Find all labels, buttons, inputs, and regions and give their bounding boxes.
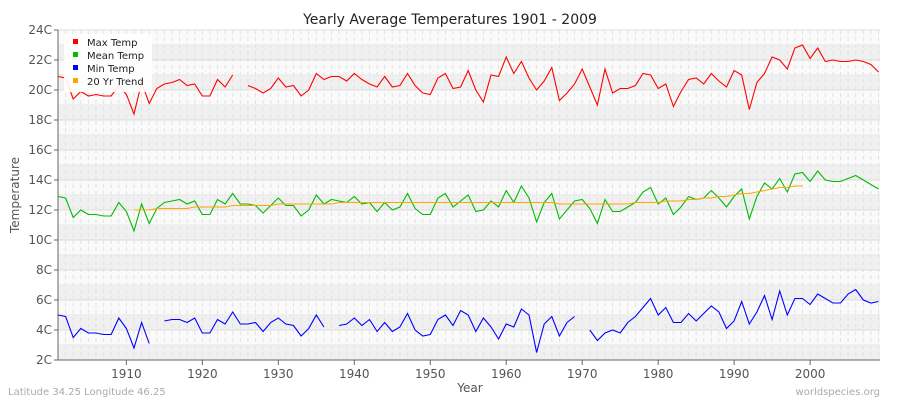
x-tick-label: 1950 [415, 367, 446, 381]
legend-swatch [73, 65, 78, 70]
y-tick-label: 10C [28, 233, 52, 247]
grid-band [58, 165, 880, 180]
y-tick-label: 14C [28, 173, 52, 187]
legend-label: Max Temp [87, 38, 138, 49]
y-tick-label: 4C [36, 323, 52, 337]
x-tick-label: 1970 [567, 367, 598, 381]
x-tick-label: 2000 [795, 367, 826, 381]
legend: Max Temp Mean Temp Min Temp 20 Yr Trend [64, 34, 152, 92]
y-tick-label: 24C [28, 23, 52, 37]
legend-swatch [73, 78, 78, 83]
location-caption: Latitude 34.25 Longitude 46.25 [8, 387, 166, 398]
legend-label: Min Temp [87, 64, 135, 75]
y-tick-label: 6C [36, 293, 52, 307]
series-line-20-yr-trend [134, 185, 803, 211]
x-tick-label: 1910 [111, 367, 142, 381]
x-tick-label: 1990 [719, 367, 750, 381]
y-tick-label: 18C [28, 113, 52, 127]
y-tick-label: 22C [28, 53, 52, 67]
x-axis-label: Year [456, 381, 482, 395]
y-axis-label: Temperature [8, 157, 22, 234]
legend-swatch [73, 39, 78, 44]
x-tick-label: 1940 [339, 367, 370, 381]
legend-background [64, 34, 152, 92]
y-tick-label: 20C [28, 83, 52, 97]
x-tick-label: 1960 [491, 367, 522, 381]
x-tick-label: 1930 [263, 367, 294, 381]
series-line-min-temp [57, 288, 879, 353]
y-tick-label: 2C [36, 353, 52, 367]
x-tick-label: 1980 [643, 367, 674, 381]
x-tick-label: 1920 [187, 367, 218, 381]
series-line-mean-temp [57, 170, 879, 233]
grid-band [58, 255, 880, 270]
y-tick-label: 16C [28, 143, 52, 157]
legend-label: Mean Temp [87, 51, 144, 62]
legend-swatch [73, 52, 78, 57]
site-caption: worldspecies.org [796, 387, 880, 398]
y-tick-label: 12C [28, 203, 52, 217]
series-line-max-temp [57, 44, 879, 116]
legend-label: 20 Yr Trend [87, 77, 144, 88]
y-tick-label: 8C [36, 263, 52, 277]
chart-title: Yearly Average Temperatures 1901 - 2009 [302, 12, 597, 28]
grid-band [58, 45, 880, 60]
